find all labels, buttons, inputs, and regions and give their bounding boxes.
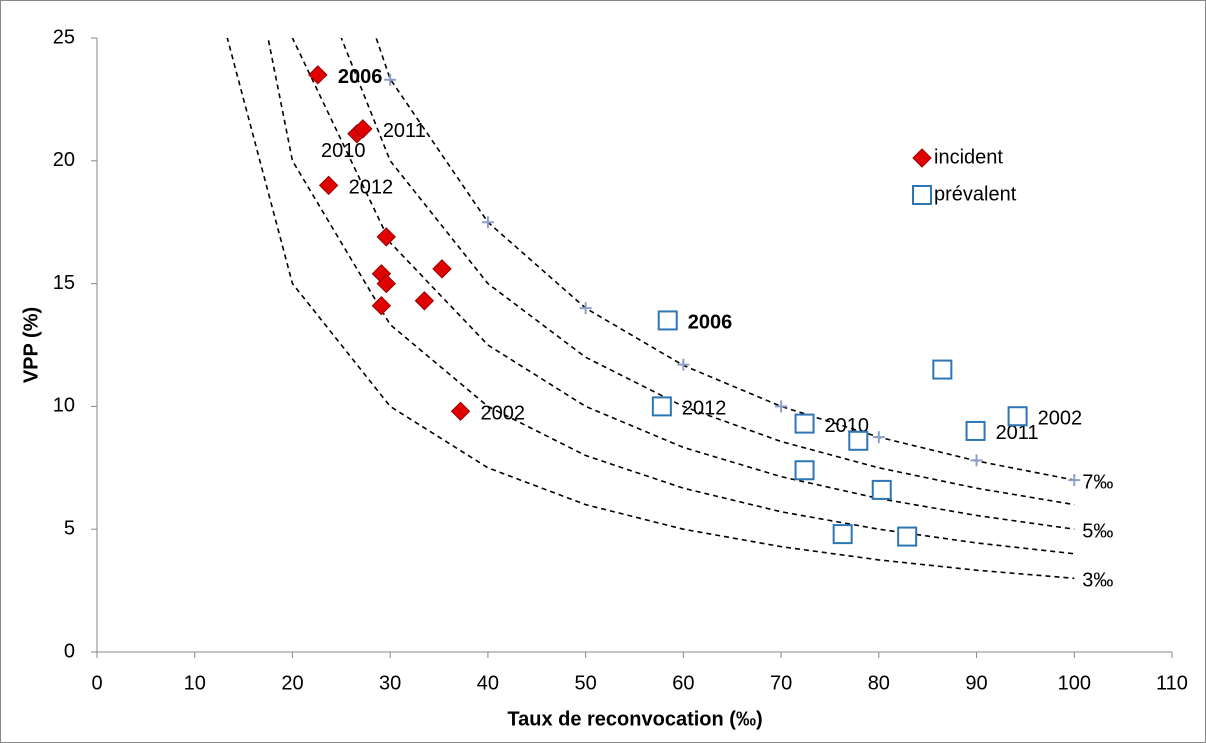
point — [450, 401, 471, 422]
point-label: 2012 — [682, 398, 727, 420]
plus-marker — [1068, 474, 1081, 487]
point — [371, 295, 392, 316]
x-tick-label: 30 — [379, 672, 401, 694]
plus-marker — [579, 302, 592, 315]
x-tick-label: 70 — [770, 672, 792, 694]
point — [794, 460, 815, 481]
y-tick-label: 10 — [53, 395, 75, 417]
x-axis-title: Taux de reconvocation (‰) — [507, 708, 762, 730]
point-label: 2002 — [1038, 408, 1083, 430]
plus-marker — [872, 431, 885, 444]
y-tick-label: 5 — [64, 517, 75, 539]
y-tick-label: 25 — [53, 26, 75, 48]
x-tick-label: 90 — [965, 672, 987, 694]
point — [1007, 406, 1028, 427]
legend-label: incident — [934, 146, 1003, 168]
point — [376, 273, 396, 294]
x-tick-label: 10 — [184, 672, 206, 694]
point — [832, 524, 853, 545]
curves — [226, 38, 1075, 580]
point — [794, 413, 815, 434]
point-label: 2010 — [321, 140, 366, 162]
point — [657, 310, 678, 331]
point — [414, 291, 435, 311]
point — [871, 479, 892, 500]
x-tick-label: 20 — [281, 672, 303, 694]
x-tick-label: 80 — [868, 672, 890, 694]
iso-curve — [226, 38, 1075, 580]
point — [897, 526, 918, 547]
point-label: 2012 — [349, 177, 394, 199]
plus-marker — [775, 400, 788, 413]
plus-marker — [970, 454, 983, 467]
y-tick-label: 15 — [53, 272, 75, 294]
x-tick-label: 50 — [575, 672, 597, 694]
point-label: 2002 — [481, 403, 525, 425]
point — [848, 430, 869, 451]
point — [651, 396, 672, 417]
point — [376, 227, 396, 247]
point — [308, 65, 328, 85]
point — [965, 420, 986, 441]
point — [432, 259, 452, 279]
x-tick-label: 110 — [1156, 672, 1188, 694]
plus-marker — [677, 358, 690, 371]
point-label: 2011 — [996, 422, 1039, 444]
y-axis-title: VPP (%) — [20, 307, 42, 383]
curve-label: 3‰ — [1082, 570, 1113, 592]
legend-label: prévalent — [934, 183, 1017, 205]
plus-marker — [481, 216, 494, 229]
plus-marker — [384, 73, 397, 86]
curve-label: 7‰ — [1082, 471, 1113, 493]
point-label: 2011 — [383, 120, 426, 142]
x-tick-label: 60 — [672, 672, 694, 694]
legend-marker — [912, 148, 932, 168]
point — [318, 175, 339, 196]
x-tick-label: 100 — [1058, 672, 1091, 694]
x-tick-label: 40 — [477, 672, 499, 694]
curve-label: 5‰ — [1082, 520, 1113, 542]
legend-marker — [912, 185, 932, 205]
y-tick-label: 20 — [53, 149, 75, 171]
point-label: 2006 — [688, 312, 733, 334]
x-tick-label: 0 — [91, 672, 102, 694]
point-label: 2006 — [338, 66, 383, 88]
iso-curve — [340, 38, 1075, 506]
point — [353, 119, 373, 139]
point — [932, 359, 953, 380]
y-tick-label: 0 — [64, 640, 75, 662]
iso-curve — [267, 38, 1075, 555]
